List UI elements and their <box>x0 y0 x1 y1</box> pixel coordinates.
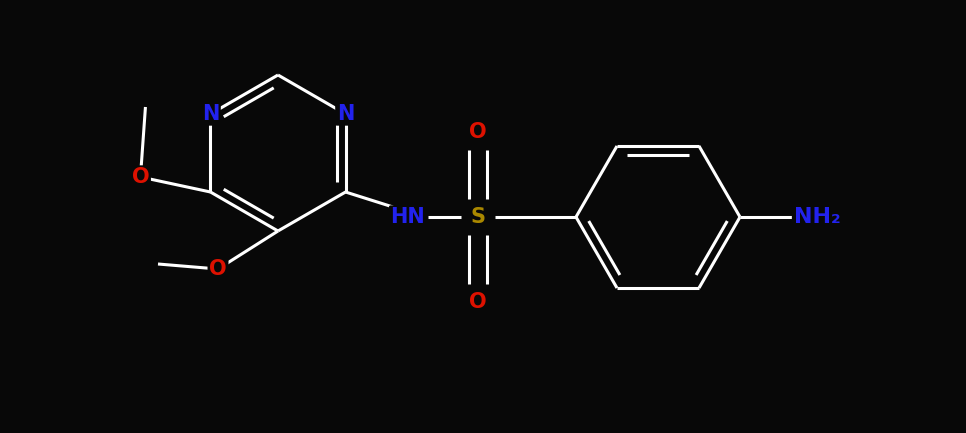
Text: NH₂: NH₂ <box>794 207 840 227</box>
Text: S: S <box>470 207 486 227</box>
Text: N: N <box>202 104 219 124</box>
Text: O: O <box>131 167 150 187</box>
Text: HN: HN <box>390 207 425 227</box>
Text: O: O <box>210 259 227 279</box>
Text: O: O <box>469 122 487 142</box>
Text: O: O <box>469 292 487 312</box>
Text: N: N <box>337 104 355 124</box>
